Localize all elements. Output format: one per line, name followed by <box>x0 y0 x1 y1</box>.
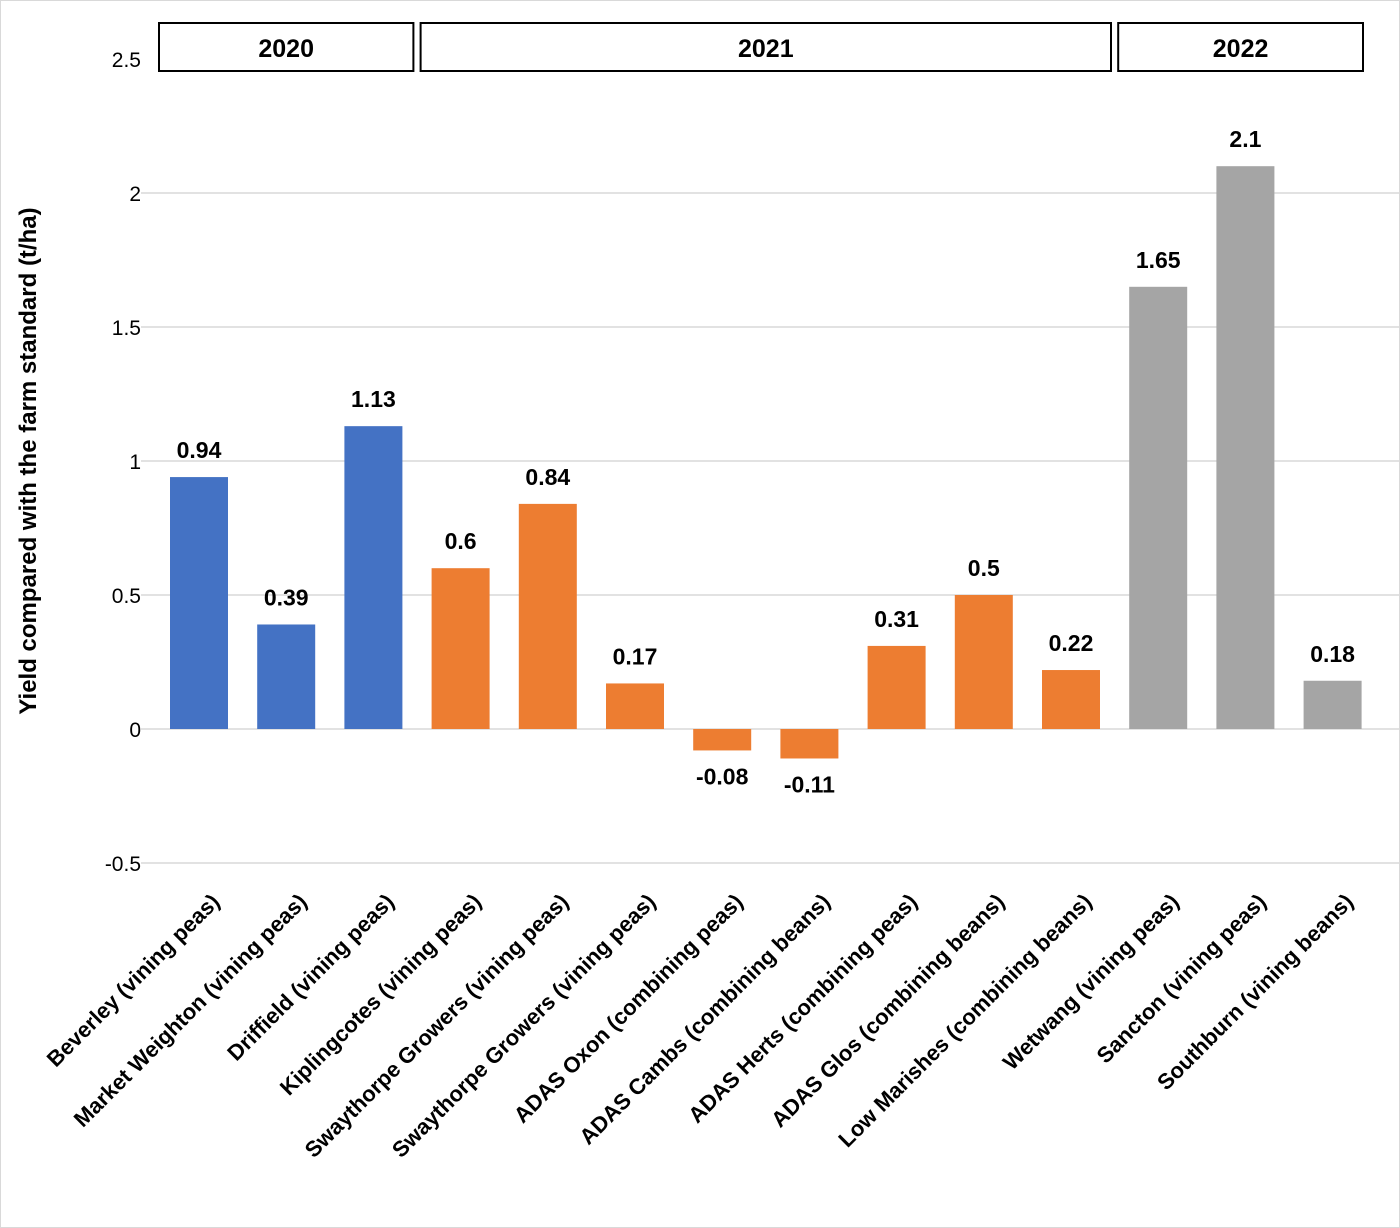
year-group-label: 2020 <box>258 35 314 63</box>
data-label: 0.5 <box>968 555 1000 581</box>
year-group-label: 2022 <box>1213 35 1269 63</box>
data-labels: 0.94 0.39 1.13 0.6 0.84 0.17 -0.08 -0.11 0.31 0.5… <box>177 126 1356 797</box>
data-label: -0.08 <box>696 763 749 789</box>
bar <box>431 568 490 729</box>
bar <box>170 477 228 729</box>
category-label: Sancton (vining peas) <box>1092 889 1271 1068</box>
category-label: Beverley (vining peas) <box>42 889 225 1072</box>
data-label: -0.11 <box>784 771 835 797</box>
bar <box>1303 680 1362 729</box>
data-label: 2.1 <box>1229 126 1261 152</box>
data-label: 1.65 <box>1136 247 1181 273</box>
year-group-label: 2021 <box>738 35 794 63</box>
y-tick-label: 1.5 <box>112 317 141 340</box>
category-label: Driffield (vining peas) <box>222 889 399 1066</box>
bar <box>1129 286 1188 729</box>
bars <box>170 166 1362 759</box>
y-tick-labels: 2.5 2 1.5 1 0.5 0 -0.5 <box>105 49 141 876</box>
y-tick-label: -0.5 <box>105 853 141 876</box>
y-tick-label: 0.5 <box>112 585 141 608</box>
bar <box>693 729 752 751</box>
y-tick-label: 2.5 <box>112 49 141 72</box>
category-labels: Beverley (vining peas)Market Weighton (v… <box>42 889 1358 1163</box>
year-group-box <box>1117 22 1364 72</box>
data-label: 0.22 <box>1049 630 1094 656</box>
y-axis-title: Yield compared with the farm standard (t… <box>15 207 42 714</box>
data-label: 0.94 <box>177 437 222 463</box>
bar <box>1216 166 1275 729</box>
bar <box>344 426 403 729</box>
y-tick-label: 0 <box>129 719 141 742</box>
data-label: 0.6 <box>445 528 477 554</box>
bar <box>257 624 316 729</box>
data-label: 0.84 <box>525 464 570 490</box>
bar <box>954 595 1013 729</box>
year-group-labels: 2020 2021 2022 <box>158 22 1364 72</box>
bar <box>780 729 839 759</box>
bar <box>606 683 664 729</box>
data-label: 0.39 <box>264 584 309 610</box>
data-label: 1.13 <box>351 386 396 412</box>
data-label: 0.17 <box>613 643 658 669</box>
y-tick-label: 2 <box>129 183 141 206</box>
gridlines <box>141 192 1399 864</box>
bar <box>1042 670 1100 729</box>
data-label: 0.31 <box>874 606 919 632</box>
bar <box>518 503 577 729</box>
y-tick-label: 1 <box>129 451 141 474</box>
year-group-box <box>158 22 415 72</box>
data-label: 0.18 <box>1310 641 1355 667</box>
bar <box>867 645 926 729</box>
year-group-box <box>419 22 1113 72</box>
category-label: Wetwang (vining peas) <box>998 889 1184 1075</box>
